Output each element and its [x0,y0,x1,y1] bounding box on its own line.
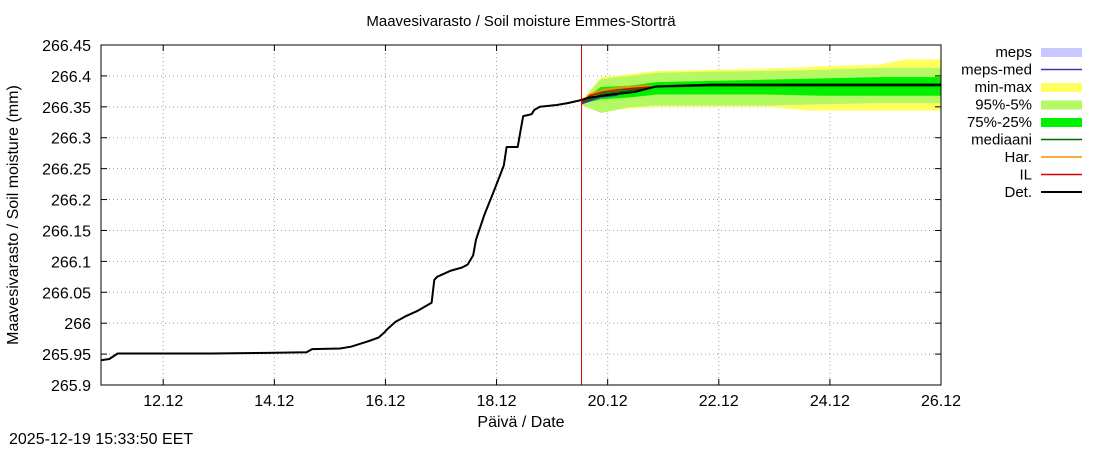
y-axis-title: Maavesivarasto / Soil moisture (mm) [5,85,22,345]
x-tick-label: 12.12 [143,393,183,410]
x-tick-label: 20.12 [588,393,628,410]
timestamp: 2025-12-19 15:33:50 EET [9,431,194,448]
series-det [100,83,941,362]
x-tick-label: 22.12 [699,393,739,410]
y-tick-label: 266.4 [51,69,91,86]
y-tick-label: 266 [64,316,91,333]
x-tick-label: 16.12 [365,393,405,410]
y-tick-label: 266.25 [42,162,91,179]
x-tick-label: 14.12 [254,393,294,410]
legend-swatch-meps [1041,48,1082,57]
legend-swatch-min-max [1041,83,1082,92]
y-tick-label: 266.05 [42,285,91,302]
y-tick-label: 265.9 [51,378,91,395]
series-meps-med [581,94,618,105]
plot-frame [100,44,942,386]
series-har [581,85,652,103]
legend-label-il: IL [1019,167,1032,184]
x-axis-title: Päivä / Date [477,414,564,431]
x-tick-label: 18.12 [477,393,517,410]
y-tick-label: 266.45 [42,38,91,55]
x-tick-label: 26.12 [921,393,961,410]
y-tick-label: 266.3 [51,131,91,148]
chart-title: Maavesivarasto / Soil moisture Emmes-Sto… [366,13,676,30]
y-tick-label: 266.2 [51,193,91,210]
y-tick-label: 265.95 [42,347,91,364]
series-il [581,86,652,104]
series-mediaani [581,85,941,104]
legend-swatch-95-5 [1041,100,1082,110]
y-axis-ticks: 265.9 265.95 266 266.05 266.1 266.15 266.2 266.… [42,38,941,395]
legend-label-95-5: 95%-5% [975,97,1032,114]
x-tick-label: 24.12 [810,393,850,410]
legend-swatch-75-25 [1041,118,1082,127]
legend-label-75-25: 75%-25% [967,114,1032,131]
y-tick-label: 266.15 [42,223,91,240]
y-tick-label: 266.1 [51,254,91,271]
legend-label-min-max: min-max [974,79,1032,96]
data-series [100,83,941,362]
legend-label-meps: meps [995,44,1032,61]
y-tick-label: 266.35 [42,100,91,117]
legend-label-har: Har. [1004,149,1032,166]
legend: mepsmeps-medmin-max95%-5%75%-25%mediaani… [961,44,1082,201]
legend-label-mediaani: mediaani [971,132,1032,149]
x-axis-ticks: 12.12 14.12 16.12 18.12 20.12 22.12 24.12 26.12 [143,45,961,410]
legend-label-meps-med: meps-med [961,62,1032,79]
legend-label-det: Det. [1004,184,1032,201]
